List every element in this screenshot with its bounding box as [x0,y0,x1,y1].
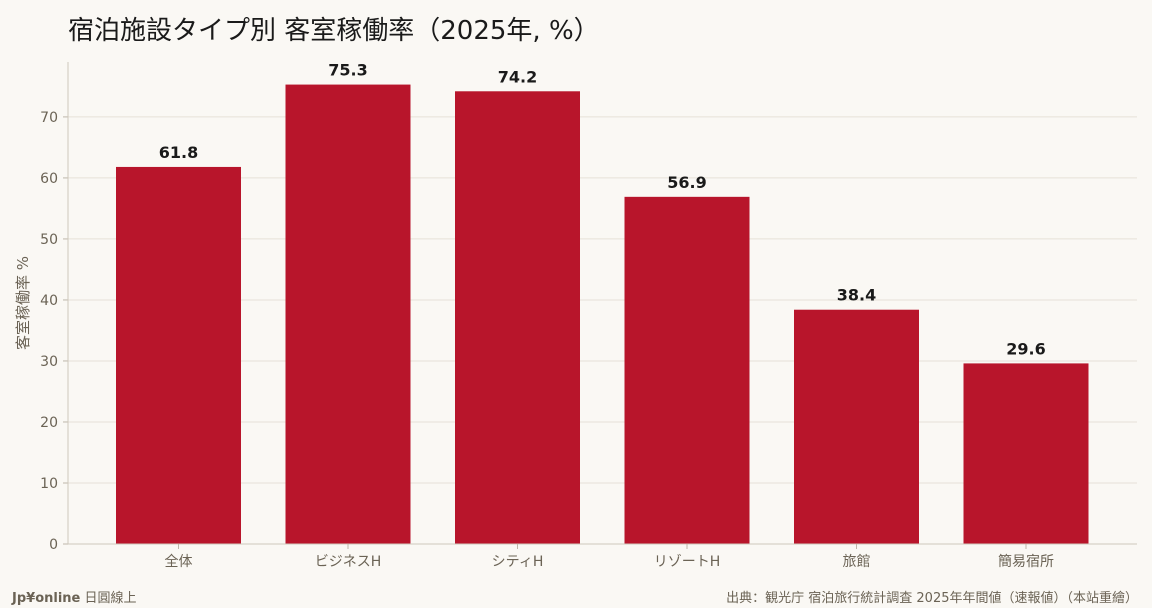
source-note: 出典：観光庁 宿泊旅行統計調査 2025年年間値（速報値）（本站重繪） [726,591,1138,606]
data-label: 56.9 [667,173,706,192]
chart-title: 宿泊施設タイプ別 客室稼働率（2025年, %） [68,16,600,46]
grid-layer [68,116,1137,484]
bar-layer [116,84,1089,545]
bar [116,166,241,544]
y-tick-label: 60 [40,171,58,187]
bar [455,91,580,545]
data-label: 75.3 [328,61,367,80]
x-tick-label: リゾートH [654,554,721,570]
x-tick-label: シティH [492,554,544,570]
x-tick-label: 簡易宿所 [998,553,1054,570]
data-label: 29.6 [1006,339,1045,358]
y-tick-label: 70 [40,110,58,126]
y-tick-label: 10 [40,476,58,492]
data-label: 74.2 [498,67,537,86]
brand-name: Jp¥online [12,591,81,606]
y-tick-label: 40 [40,293,58,309]
footer-brand: Jp¥online 日圓線上 [12,587,137,606]
bar [794,309,919,544]
bar [285,84,411,545]
y-tick-label: 30 [40,354,58,370]
y-tick-label: 50 [40,232,58,248]
value-label-layer: 61.8 75.3 74.2 56.9 38.4 29.6 [159,61,1046,359]
y-tick-label: 20 [40,415,58,431]
x-tick-label: 全体 [165,553,193,570]
y-tick-label: 0 [49,537,58,553]
data-label: 38.4 [837,286,876,305]
x-tick-label: ビジネスH [315,554,382,570]
axis-layer: 0 10 20 30 40 50 60 70 客室稼働率 % 全体 ビジネスH シティH リゾートH 旅館… [14,62,1137,570]
x-tick-label: 旅館 [843,553,871,570]
y-axis-title: 客室稼働率 % [14,256,32,350]
bar [624,196,750,544]
brand-subtitle: 日圓線上 [84,591,137,606]
bar [963,363,1089,544]
data-label: 61.8 [159,143,198,162]
